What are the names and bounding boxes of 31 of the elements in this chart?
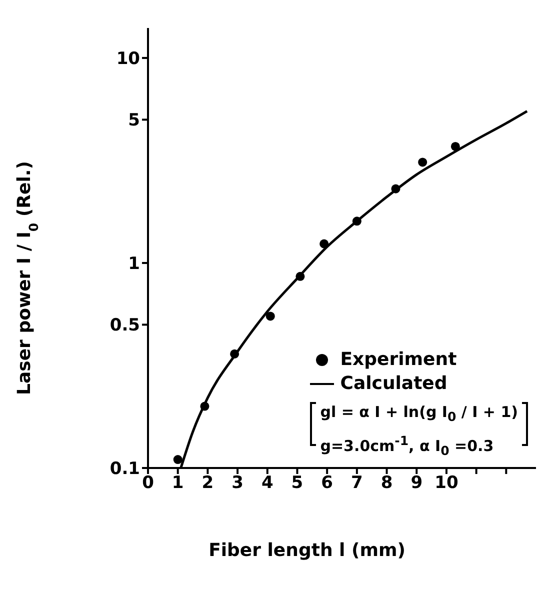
point <box>173 455 182 464</box>
point <box>200 402 210 411</box>
legend-label: Experiment <box>340 348 457 372</box>
y-tick-label: 5 <box>128 110 140 131</box>
point <box>296 272 305 281</box>
point <box>230 349 240 358</box>
x-axis-title: Fiber length l (mm) <box>208 540 406 561</box>
x-tick-label: 9 <box>410 473 423 494</box>
x-tick-label: 2 <box>202 473 214 494</box>
point <box>391 184 400 194</box>
x-tick-label: 8 <box>380 473 393 494</box>
y-tick-label: 1 <box>128 254 140 274</box>
x-tick-label: 4 <box>261 473 274 494</box>
annotation: g=3.0cm$^{-1}$, α I$_{0}$ =0.3 <box>320 433 494 458</box>
point <box>352 216 362 226</box>
x-tick-label: 10 <box>434 473 458 494</box>
x-tick-label: 1 <box>172 473 184 494</box>
x-tick-label: 0 <box>142 473 154 494</box>
x-tick-label: 5 <box>291 473 304 494</box>
point <box>266 312 275 321</box>
x-tick-label: 7 <box>351 473 363 494</box>
x-tick-label: 6 <box>321 473 333 494</box>
point <box>320 239 329 248</box>
y-tick-label: 0.5 <box>110 316 140 336</box>
x-tick-label: 3 <box>232 473 244 494</box>
annotation: gl = α I + ln(g I$_{0}$ / I + 1) <box>320 403 518 424</box>
point <box>450 142 460 151</box>
point <box>418 158 428 167</box>
y-tick-label: 10 <box>116 48 140 69</box>
y-tick-label: 0.1 <box>110 459 140 480</box>
legend-label: Calculated <box>340 372 448 396</box>
